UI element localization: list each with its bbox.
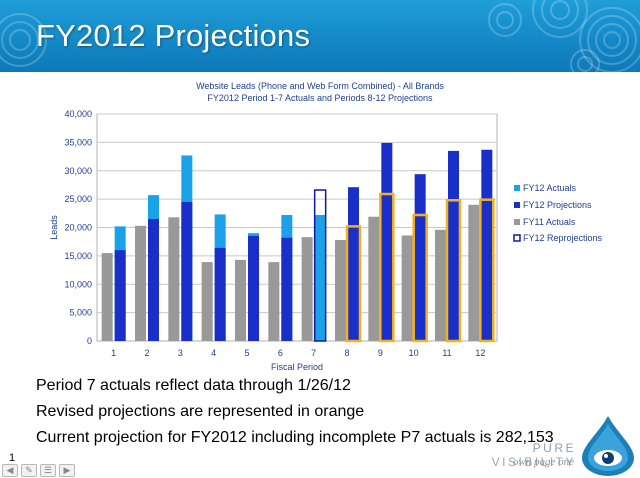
bar-fy12-reprojection-p11 — [445, 199, 462, 343]
x-tick-label: 8 — [344, 348, 349, 358]
bar-fy11-actuals-p2 — [135, 225, 146, 341]
bar-fy11-actuals-p5 — [235, 259, 246, 341]
legend-label: FY12 Reprojections — [523, 233, 603, 243]
menu-icon[interactable]: ☰ — [40, 464, 56, 477]
leads-bar-chart: Website Leads (Phone and Web Form Combin… — [49, 81, 603, 372]
y-tick-label: 30,000 — [64, 166, 92, 176]
y-tick-label: 40,000 — [64, 109, 92, 119]
logo-wordmark: PURE VISIBILITY — [446, 441, 576, 469]
x-tick-label: 11 — [442, 348, 451, 358]
bar-fy12-projections-p11 — [448, 150, 459, 341]
logo-word-pure: PURE — [532, 441, 576, 455]
bar-fy12-reprojection-p12 — [479, 198, 495, 343]
bar-fy11-actuals-p10 — [401, 235, 413, 341]
y-tick-label: 5,000 — [69, 308, 92, 318]
legend-swatch — [514, 185, 520, 191]
y-tick-label: 15,000 — [64, 251, 92, 261]
bar-fy12-projections-p5 — [248, 236, 259, 341]
slide-nav-controls: ◀ ✎ ☰ ▶ — [2, 464, 75, 478]
legend-swatch — [513, 234, 521, 242]
chart-subtitle: FY2012 Period 1-7 Actuals and Periods 8-… — [207, 93, 433, 103]
x-tick-label: 4 — [211, 348, 216, 358]
logo-tagline: own page one — [512, 456, 574, 468]
x-tick-label: 9 — [378, 348, 383, 358]
y-axis-label: Leads — [49, 215, 59, 240]
bar-fy12-reprojection-p8 — [345, 225, 362, 343]
legend-label: FY12 Actuals — [523, 183, 577, 193]
note-orange: Revised projections are represented in o… — [36, 403, 365, 420]
y-tick-label: 25,000 — [64, 194, 92, 204]
slide-title: FY2012 Projections — [36, 18, 311, 53]
bar-fy12-reprojection-p7 — [313, 189, 327, 342]
bar-fy11-actuals-p8 — [335, 239, 346, 341]
bar-fy12-projections-p9 — [381, 142, 393, 341]
bar-fy11-actuals-p7 — [301, 237, 313, 341]
bar-fy12-actuals-p7 — [314, 215, 326, 341]
prev-slide-icon[interactable]: ◀ — [2, 464, 18, 477]
x-tick-label: 6 — [278, 348, 283, 358]
logo-word-visibility: VISIBILITY — [491, 455, 576, 469]
pen-icon[interactable]: ✎ — [21, 464, 37, 477]
bar-fy12-projections-p6 — [281, 237, 293, 341]
x-tick-label: 2 — [144, 348, 149, 358]
bar-fy11-actuals-p11 — [435, 229, 446, 341]
note-fy2012-total: Current projection for FY2012 including … — [36, 429, 554, 446]
bar-fy12-projections-p2 — [148, 218, 159, 341]
note-period7: Period 7 actuals reflect data through 1/… — [36, 377, 351, 394]
y-tick-label: 10,000 — [64, 279, 92, 289]
bar-fy11-actuals-p1 — [101, 253, 113, 341]
title-banner: FY2012 Projections — [0, 0, 640, 72]
bar-fy12-reprojection-p10 — [412, 213, 428, 343]
chart-title: Website Leads (Phone and Web Form Combin… — [196, 81, 444, 91]
legend-swatch — [514, 202, 520, 208]
bar-fy12-projections-p12 — [481, 149, 493, 341]
legend-label: FY12 Projections — [523, 200, 592, 210]
bar-fy12-projections-p10 — [414, 174, 426, 341]
bar-fy11-actuals-p3 — [168, 217, 180, 341]
y-tick-label: 20,000 — [64, 223, 92, 233]
y-tick-label: 35,000 — [64, 137, 92, 147]
x-tick-label: 7 — [311, 348, 316, 358]
bar-fy11-actuals-p6 — [268, 262, 280, 341]
bar-fy12-projections-p4 — [214, 247, 226, 341]
next-slide-icon[interactable]: ▶ — [59, 464, 75, 477]
bar-fy12-projections-p3 — [181, 201, 193, 341]
legend-swatch — [514, 219, 520, 225]
x-tick-label: 10 — [409, 348, 419, 358]
bar-fy12-projections-p8 — [348, 187, 359, 341]
x-tick-label: 3 — [178, 348, 183, 358]
eye-drop-logo-icon — [582, 416, 634, 476]
legend-label: FY11 Actuals — [523, 217, 576, 227]
swirl-decoration-icon — [0, 0, 640, 72]
y-tick-label: 0 — [87, 336, 92, 346]
x-axis-label: Fiscal Period — [271, 362, 323, 372]
page-number: 1 — [9, 452, 16, 464]
bar-fy12-reprojection-p9 — [379, 192, 395, 343]
x-tick-label: 5 — [244, 348, 249, 358]
bar-fy11-actuals-p4 — [201, 262, 213, 341]
bar-fy11-actuals-p9 — [368, 216, 380, 341]
x-tick-label: 1 — [111, 348, 116, 358]
bar-fy12-projections-p1 — [114, 250, 126, 341]
bar-fy11-actuals-p12 — [468, 204, 480, 341]
x-tick-label: 12 — [475, 348, 485, 358]
